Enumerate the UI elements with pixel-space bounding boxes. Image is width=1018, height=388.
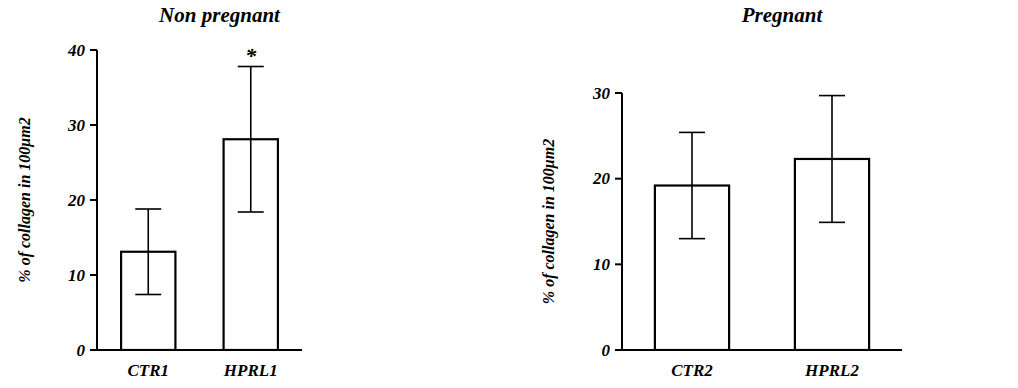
y-tick [90, 274, 97, 276]
y-tick [90, 49, 97, 51]
y-axis [621, 93, 623, 350]
chart: Pregnant % of collagen in 100μm2 0 10 20 30 CT… [540, 3, 903, 380]
x-tick-label: CTR1 [127, 361, 169, 380]
x-tick-label: CTR2 [671, 361, 713, 380]
y-tick-label: 20 [592, 169, 611, 188]
title: Pregnant [741, 3, 824, 27]
chart: Non pregnant % of collagen in 100μm2 0 10 20… [16, 3, 303, 380]
y-axis-label: % of collagen in 100μm2 [16, 117, 34, 282]
y-tick-label: 0 [77, 341, 86, 360]
y-tick-label: 30 [67, 116, 86, 135]
y-tick-label: 10 [593, 255, 611, 274]
error-cap [238, 211, 264, 213]
error-cap [135, 208, 161, 210]
error-stem [691, 132, 693, 238]
error-bar [135, 209, 161, 295]
error-stem [831, 96, 833, 223]
y-tick-label: 30 [592, 84, 611, 103]
y-tick-label: 40 [67, 41, 86, 60]
error-cap [135, 294, 161, 296]
title: Non pregnant [158, 3, 281, 27]
error-stem [147, 209, 149, 295]
x-tick-label: HPRL2 [804, 361, 859, 380]
error-cap [819, 95, 845, 97]
error-cap [679, 132, 705, 134]
error-bar [238, 67, 264, 213]
y-axis-label: % of collagen in 100μm2 [540, 139, 558, 304]
error-cap [819, 222, 845, 224]
y-tick-label: 10 [68, 266, 86, 285]
bars [121, 67, 278, 351]
error-bar [819, 96, 845, 223]
y-tick [615, 178, 622, 180]
bars [655, 96, 869, 350]
y-tick [90, 199, 97, 201]
x-axis [622, 349, 902, 351]
y-tick-label: 0 [602, 341, 611, 360]
y-tick-label: 20 [67, 191, 86, 210]
y-tick [615, 349, 622, 351]
y-tick [615, 92, 622, 94]
x-axis [97, 349, 302, 351]
error-cap [679, 238, 705, 240]
x-tick-label: HPRL1 [223, 361, 278, 380]
figure: Non pregnant % of collagen in 100μm2 0 10 20… [0, 0, 1018, 388]
y-tick [90, 349, 97, 351]
annotation: * [245, 43, 257, 68]
error-stem [250, 67, 252, 213]
y-tick [90, 124, 97, 126]
error-bar [679, 132, 705, 238]
y-tick [615, 263, 622, 265]
